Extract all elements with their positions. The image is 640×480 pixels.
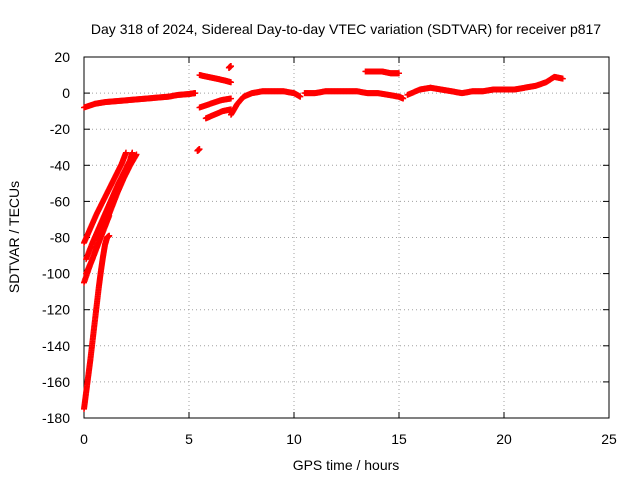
data-point-marker (192, 90, 199, 97)
x-tick-label: 10 (286, 431, 302, 447)
data-series (196, 95, 234, 111)
data-series (81, 212, 113, 286)
x-tick-label: 5 (185, 431, 193, 447)
y-tick-label: 20 (54, 49, 70, 65)
data-point-marker (297, 93, 304, 100)
data-point-marker (400, 95, 407, 102)
data-series (225, 63, 234, 71)
y-tick-label: 0 (62, 85, 70, 101)
x-tick-label: 20 (496, 431, 512, 447)
data-series (301, 88, 407, 102)
data-points (81, 63, 566, 412)
y-tick-label: -100 (42, 266, 70, 282)
data-series (202, 106, 234, 122)
data-point-marker (228, 63, 234, 70)
data-point-marker (559, 75, 566, 82)
y-tick-labels: -180 -160 -140 -120 -100 -80 -60 -40 -20 0 20 (42, 49, 70, 426)
data-point-marker (133, 151, 140, 158)
y-tick-label: -160 (42, 374, 70, 390)
data-point-marker (106, 212, 113, 219)
data-point-marker (129, 149, 136, 156)
y-tick-label: -80 (50, 230, 70, 246)
y-tick-label: -60 (50, 193, 70, 209)
y-axis-label: SDTVAR / TECUs (6, 181, 22, 293)
x-tick-label: 0 (80, 431, 88, 447)
y-tick-label: -140 (42, 338, 70, 354)
data-point-marker (123, 149, 129, 156)
data-series (81, 149, 129, 246)
x-tick-label: 25 (601, 431, 617, 447)
y-tick-label: -120 (42, 302, 70, 318)
data-point-marker (106, 232, 113, 239)
grid-lines (84, 57, 609, 418)
y-tick-label: -20 (50, 121, 70, 137)
x-axis-label: GPS time / hours (293, 457, 400, 473)
y-tick-label: -40 (50, 157, 70, 173)
data-point-marker (228, 106, 234, 113)
data-point-marker (228, 79, 234, 86)
data-series (81, 232, 113, 412)
data-point-marker (396, 70, 402, 77)
data-series (404, 73, 566, 98)
x-tick-labels: 0 5 10 15 20 25 (80, 431, 617, 447)
data-series (196, 72, 234, 86)
x-tick-label: 15 (391, 431, 407, 447)
y-tick-label: -180 (42, 410, 70, 426)
data-point-marker (228, 95, 234, 102)
data-series (194, 146, 203, 154)
chart-title: Day 318 of 2024, Sidereal Day-to-day VTE… (91, 21, 601, 37)
data-point-marker (196, 146, 203, 153)
data-series (362, 68, 402, 77)
data-series (81, 90, 199, 111)
